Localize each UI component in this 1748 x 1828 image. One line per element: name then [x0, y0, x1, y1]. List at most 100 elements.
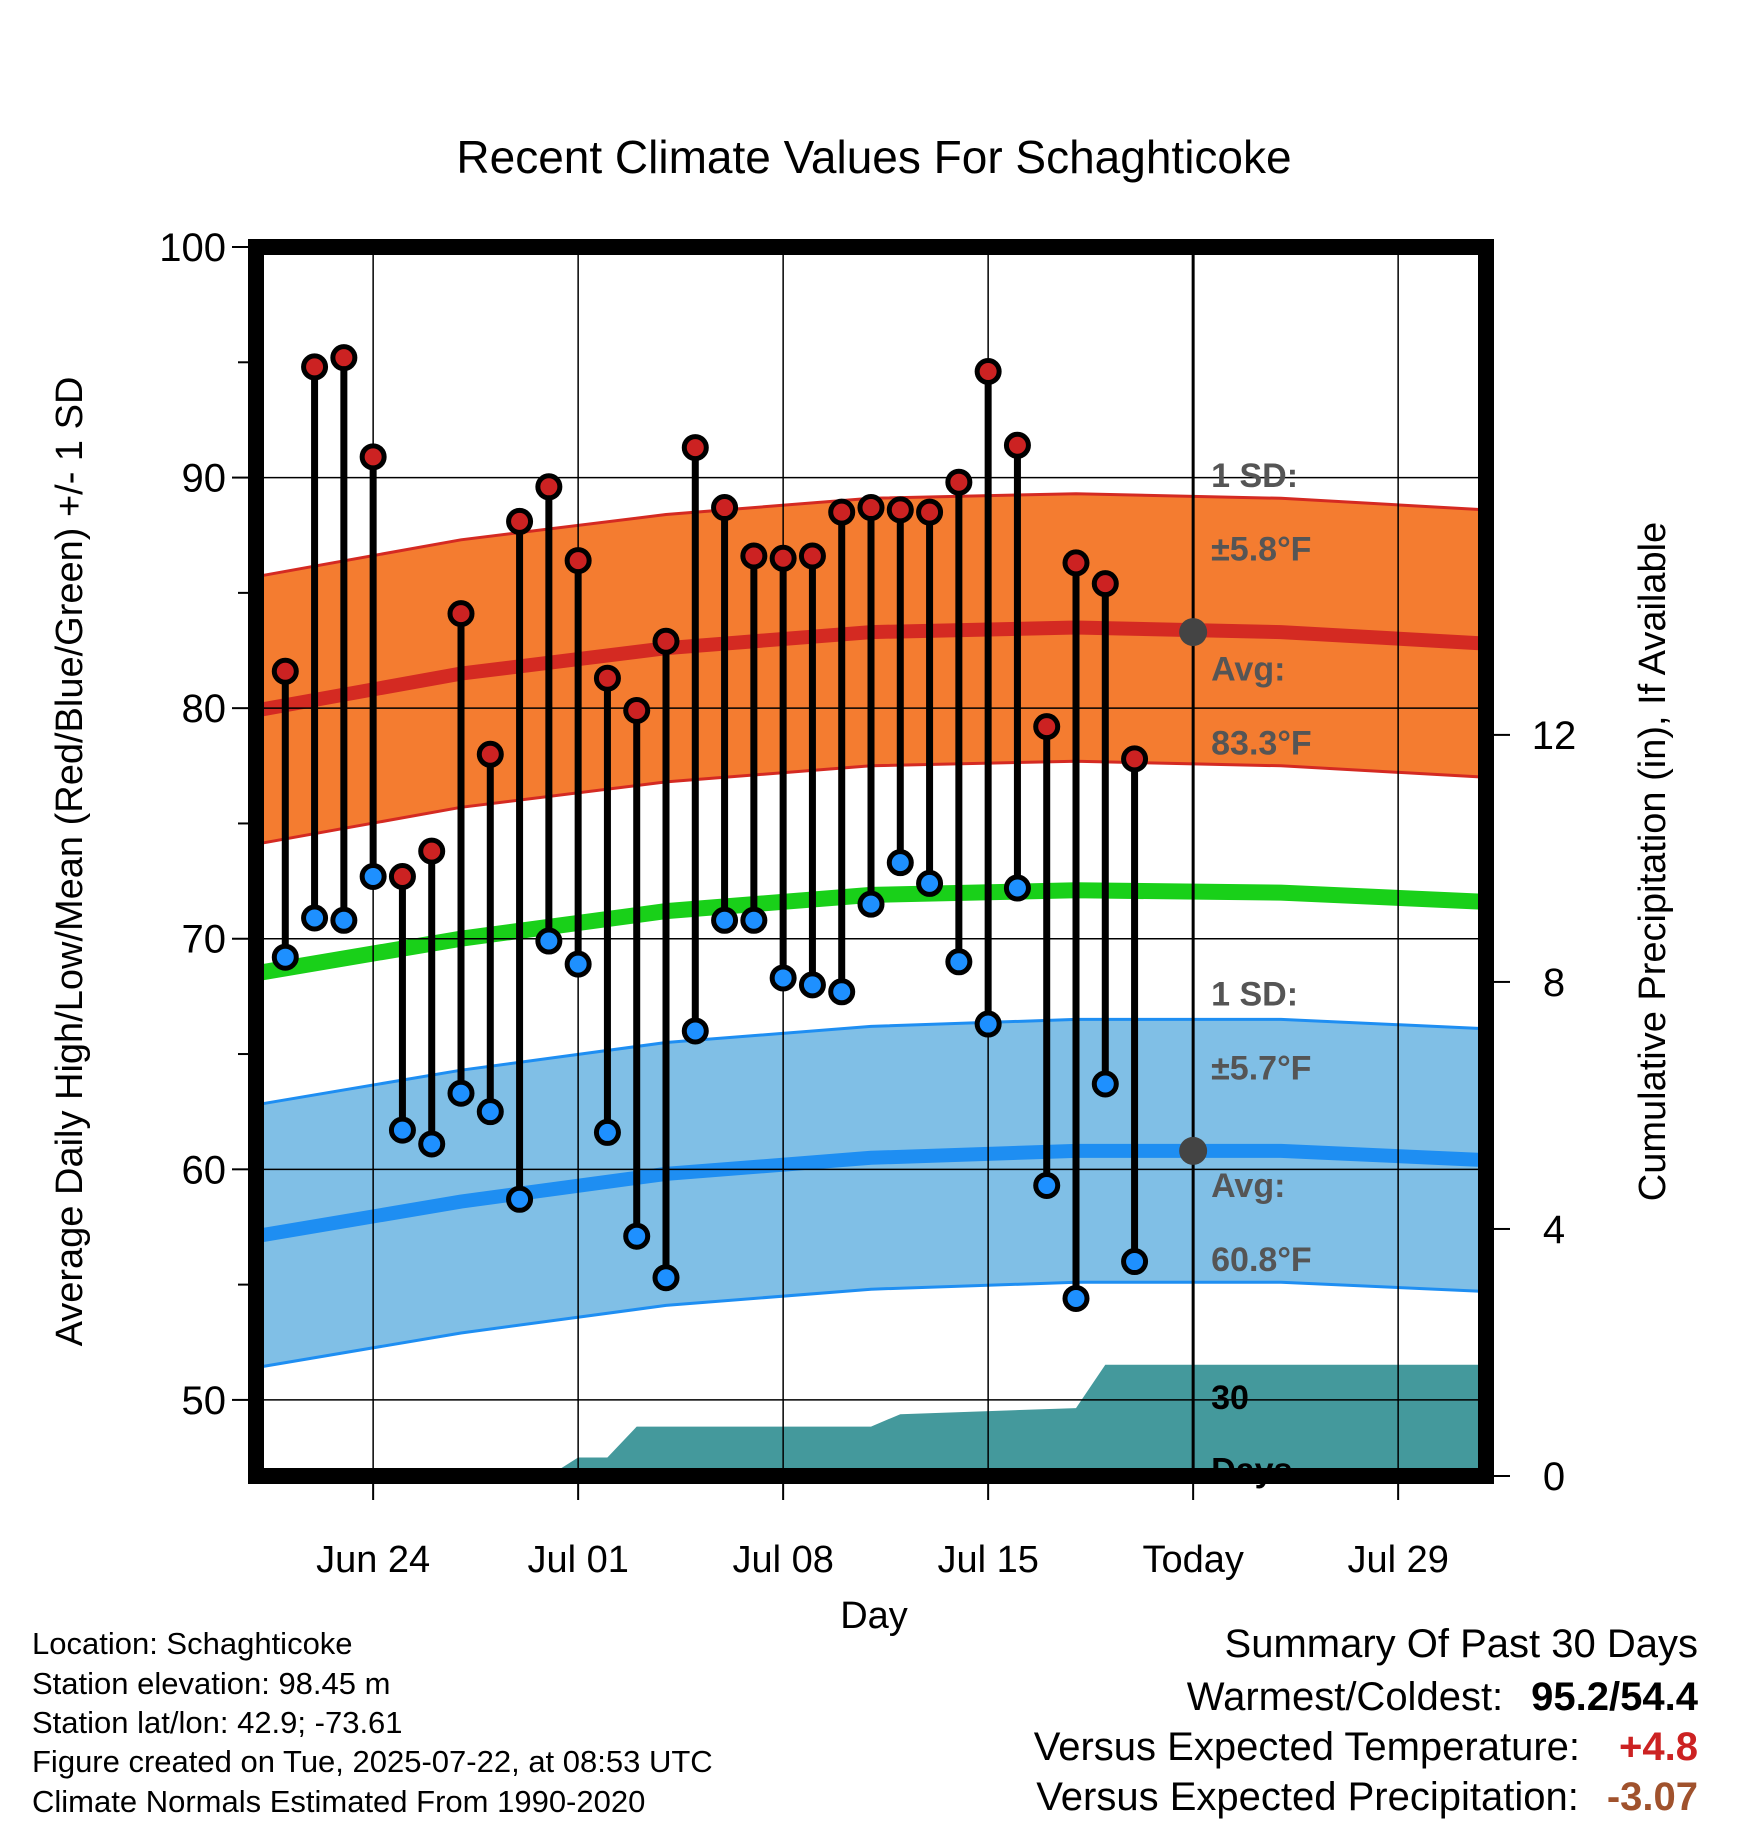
low-mean-line: [254, 1143, 1487, 1244]
y2-tick-label: 8: [1543, 961, 1565, 1005]
daily-high-point: [1003, 431, 1031, 459]
footer-normals: Climate Normals Estimated From 1990-2020: [32, 1784, 646, 1819]
daily-high-point: [974, 358, 1002, 386]
daily-low-point: [974, 1010, 1002, 1038]
summary-row-warmest-coldest: Warmest/Coldest: 95.2/54.4: [1187, 1675, 1698, 1720]
daily-low-point: [1003, 874, 1031, 902]
daily-low-point: [506, 1185, 534, 1213]
x-tick-label: Jul 01: [527, 1539, 628, 1581]
daily-low-point: [681, 1017, 709, 1045]
summary-title: Summary Of Past 30 Days: [1224, 1622, 1698, 1666]
daily-low-point: [271, 943, 299, 971]
daily-high-point: [301, 353, 329, 381]
summary-label: Versus Expected Precipitation:: [1036, 1775, 1579, 1819]
x-tick-label: Jul 29: [1347, 1539, 1448, 1581]
daily-high-point: [623, 696, 651, 724]
daily-high-point: [945, 468, 973, 496]
daily-high-point: [271, 657, 299, 685]
daily-low-point: [886, 849, 914, 877]
daily-high-point: [535, 473, 563, 501]
daily-low-point: [769, 964, 797, 992]
daily-low-point: [1033, 1171, 1061, 1199]
y-tick-label: 50: [182, 1379, 227, 1423]
x-tick-label: Today: [1142, 1539, 1243, 1581]
y-tick-label: 90: [182, 457, 227, 501]
footer-elevation: Station elevation: 98.45 m: [32, 1666, 391, 1701]
today-high-avg-marker: [1179, 618, 1208, 647]
summary-value: +4.8: [1619, 1725, 1698, 1769]
daily-low-point: [447, 1079, 475, 1107]
daily-low-point: [388, 1116, 416, 1144]
daily-high-point: [593, 664, 621, 692]
x-axis-label: Day: [840, 1595, 908, 1637]
daily-low-point: [1121, 1248, 1149, 1276]
daily-low-point: [330, 906, 358, 934]
daily-low-point: [593, 1118, 621, 1146]
x-tick-label: Jul 08: [732, 1539, 833, 1581]
daily-high-point: [476, 740, 504, 768]
low-sd-annotation-line1: 1 SD:: [1211, 976, 1298, 1014]
summary-value: -3.07: [1606, 1775, 1698, 1819]
low-sd-lower-line: [255, 1280, 1487, 1370]
y2-tick-label: 12: [1532, 714, 1577, 758]
daily-high-point: [1091, 570, 1119, 598]
daily-high-point: [1062, 549, 1090, 577]
daily-low-point: [1091, 1070, 1119, 1098]
daily-low-point: [301, 904, 329, 932]
daily-low-point: [1062, 1284, 1090, 1312]
summary-row-precipitation: Versus Expected Precipitation: -3.07: [1036, 1775, 1698, 1820]
daily-high-point: [652, 627, 680, 655]
daily-low-point: [564, 950, 592, 978]
daily-high-point: [359, 443, 387, 471]
daily-low-point: [359, 862, 387, 890]
low-avg-annotation-line1: Avg:: [1211, 1167, 1285, 1205]
y-tick-label: 100: [159, 226, 226, 270]
daily-low-point: [652, 1264, 680, 1292]
y-tick-label: 60: [182, 1148, 227, 1192]
daily-high-point: [330, 344, 358, 372]
low-sd-annotation-line2: ±5.7°F: [1211, 1049, 1311, 1087]
daily-low-point: [535, 927, 563, 955]
high-avg-annotation-line1: Avg:: [1211, 650, 1285, 688]
x-tick-label: Jun 24: [316, 1539, 430, 1581]
summary-row-temperature: Versus Expected Temperature: +4.8: [1034, 1725, 1698, 1770]
daily-high-point: [388, 862, 416, 890]
plot-area: 1 SD: ±5.8°F Avg: 83.3°F 1 SD: ±5.7°F Avg: 60.8…: [159, 226, 1576, 1581]
daily-low-point: [418, 1130, 446, 1158]
daily-high-point: [564, 547, 592, 575]
daily-low-point: [476, 1098, 504, 1126]
daily-high-point: [506, 507, 534, 535]
daily-high-point: [740, 542, 768, 570]
high-sd-annotation-line1: 1 SD:: [1211, 457, 1298, 495]
daily-high-point: [857, 494, 885, 522]
chart-title: Recent Climate Values For Schaghticoke: [456, 131, 1291, 183]
footer-location: Location: Schaghticoke: [32, 1626, 353, 1661]
daily-high-point: [1121, 745, 1149, 773]
x-tick-label: Jul 15: [937, 1539, 1038, 1581]
daily-high-point: [418, 837, 446, 865]
days-label-line1: 30: [1211, 1379, 1249, 1417]
daily-low-point: [857, 890, 885, 918]
footer-latlon: Station lat/lon: 42.9; -73.61: [32, 1705, 403, 1740]
low-sd-band: [256, 1019, 1486, 1368]
low-avg-annotation-line2: 60.8°F: [1211, 1241, 1312, 1279]
daily-low-point: [945, 948, 973, 976]
daily-high-point: [886, 496, 914, 524]
daily-low-point: [916, 869, 944, 897]
daily-high-point: [1033, 713, 1061, 741]
summary-label: Warmest/Coldest:: [1186, 1675, 1504, 1719]
high-avg-annotation-line2: 83.3°F: [1211, 724, 1312, 762]
today-low-avg-marker: [1179, 1136, 1208, 1165]
y-tick-label: 70: [182, 918, 227, 962]
high-sd-annotation-line2: ±5.8°F: [1211, 531, 1311, 569]
daily-high-point: [711, 494, 739, 522]
daily-high-point: [447, 600, 475, 628]
daily-low-point: [623, 1222, 651, 1250]
daily-low-point: [798, 971, 826, 999]
y2-tick-label: 0: [1543, 1455, 1565, 1499]
footer-created: Figure created on Tue, 2025-07-22, at 08…: [32, 1744, 713, 1779]
y2-tick-label: 4: [1543, 1208, 1565, 1252]
daily-low-point: [711, 906, 739, 934]
summary-label: Versus Expected Temperature:: [1033, 1725, 1580, 1769]
y-axis-label: Average Daily High/Low/Mean (Red/Blue/Gr…: [49, 377, 91, 1347]
